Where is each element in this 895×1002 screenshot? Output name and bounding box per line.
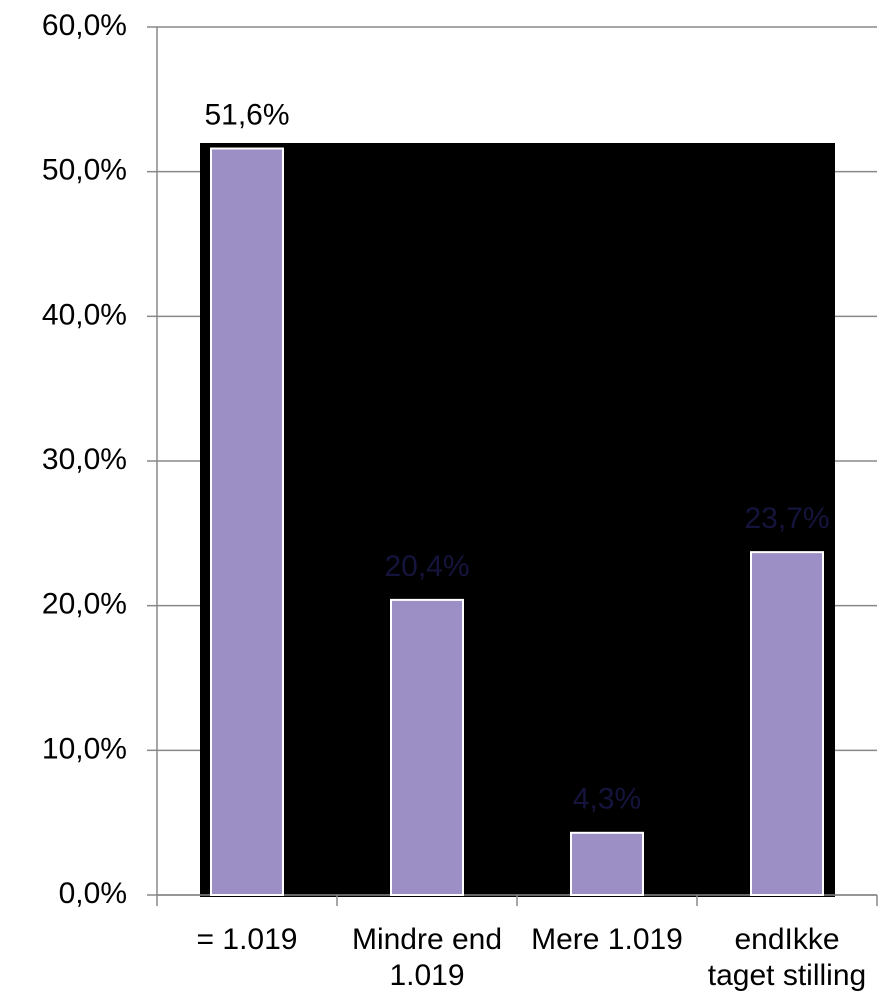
data-label: 4,3% (573, 783, 641, 816)
bar (570, 831, 644, 896)
y-tick-label: 40,0% (42, 298, 127, 331)
y-tick-label: 0,0% (59, 877, 127, 910)
bar (390, 598, 464, 896)
data-label: 51,6% (204, 98, 289, 131)
data-label: 20,4% (384, 550, 469, 583)
bar (750, 551, 824, 896)
y-tick-label: 20,0% (42, 588, 127, 621)
y-tick-label: 50,0% (42, 154, 127, 187)
plot-background (200, 143, 835, 897)
x-tick-label: endIkke taget stilling (707, 923, 867, 992)
bar (210, 147, 284, 896)
x-tick-label: = 1.019 (196, 923, 298, 956)
y-tick-label: 60,0% (42, 9, 127, 42)
y-tick-label: 10,0% (42, 732, 127, 765)
data-label: 23,7% (744, 502, 829, 535)
x-tick-label: Mindre end 1.019 (351, 923, 503, 992)
x-tick-label: Mere 1.019 (531, 923, 683, 956)
y-tick-label: 30,0% (42, 443, 127, 476)
